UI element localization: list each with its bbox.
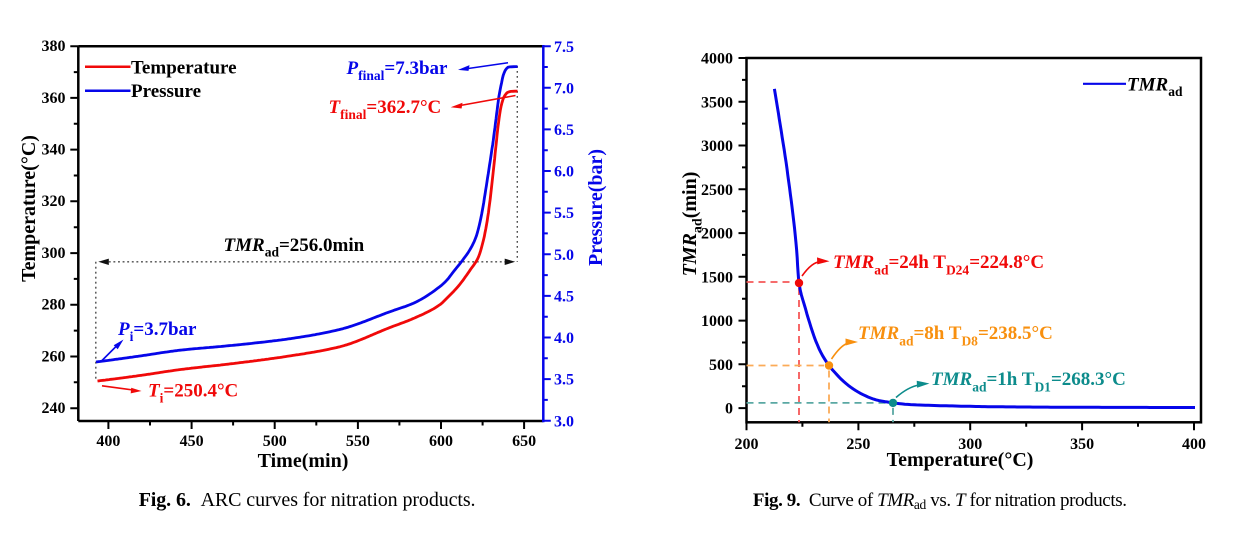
svg-text:3500: 3500: [701, 94, 733, 111]
svg-text:380: 380: [42, 38, 66, 55]
svg-text:2500: 2500: [701, 182, 733, 199]
svg-text:TMRad=256.0min: TMRad=256.0min: [224, 235, 365, 260]
svg-text:300: 300: [42, 245, 66, 262]
svg-text:650: 650: [512, 433, 536, 450]
svg-text:Tfinal=362.7°C: Tfinal=362.7°C: [329, 97, 442, 122]
svg-text:2000: 2000: [701, 226, 733, 243]
svg-text:320: 320: [42, 193, 66, 210]
svg-text:240: 240: [42, 400, 66, 417]
svg-text:Fig. 6. ARC curves for nitrat: Fig. 6. ARC curves for nitration product…: [139, 489, 476, 511]
svg-text:1500: 1500: [701, 269, 733, 286]
svg-text:Pfinal=7.3bar: Pfinal=7.3bar: [346, 58, 449, 83]
svg-text:6.0: 6.0: [554, 164, 574, 181]
svg-text:1000: 1000: [701, 313, 733, 330]
svg-text:400: 400: [1182, 436, 1206, 453]
svg-text:4000: 4000: [701, 51, 733, 68]
svg-text:Pi=3.7bar: Pi=3.7bar: [117, 319, 197, 344]
svg-text:4.0: 4.0: [554, 330, 574, 347]
svg-text:5.5: 5.5: [554, 205, 574, 222]
svg-text:300: 300: [958, 436, 982, 453]
svg-text:Temperature(°C): Temperature(°C): [887, 449, 1034, 471]
svg-text:500: 500: [263, 433, 287, 450]
svg-text:3000: 3000: [701, 138, 733, 155]
svg-text:TMRad=8h TD8=238.5°C: TMRad=8h TD8=238.5°C: [858, 323, 1053, 349]
svg-text:Ti=250.4°C: Ti=250.4°C: [148, 381, 238, 406]
svg-text:7.5: 7.5: [554, 39, 574, 56]
svg-text:Pressure(bar): Pressure(bar): [585, 149, 607, 266]
svg-text:340: 340: [42, 142, 66, 159]
svg-text:Temperature: Temperature: [131, 57, 237, 78]
svg-text:Time(min): Time(min): [258, 450, 349, 472]
svg-text:400: 400: [96, 433, 120, 450]
svg-text:550: 550: [346, 433, 370, 450]
svg-text:0: 0: [725, 401, 733, 418]
svg-text:TMRad: TMRad: [1127, 75, 1183, 100]
svg-text:Fig. 9. Curve of TMRad vs. T: Fig. 9. Curve of TMRad vs. T for nitrati…: [753, 490, 1127, 512]
svg-text:500: 500: [709, 357, 733, 374]
svg-text:600: 600: [429, 433, 453, 450]
svg-text:TMRad=1h TD1=268.3°C: TMRad=1h TD1=268.3°C: [931, 369, 1126, 395]
svg-text:450: 450: [180, 433, 204, 450]
svg-text:250: 250: [846, 436, 870, 453]
svg-text:6.5: 6.5: [554, 122, 574, 139]
svg-text:TMRad(min): TMRad(min): [679, 172, 706, 277]
svg-text:Pressure: Pressure: [131, 81, 201, 102]
svg-text:Temperature(°C): Temperature(°C): [18, 135, 40, 282]
svg-text:200: 200: [735, 436, 759, 453]
svg-text:280: 280: [42, 297, 66, 314]
svg-text:360: 360: [42, 90, 66, 107]
svg-text:3.0: 3.0: [554, 413, 574, 430]
svg-text:5.0: 5.0: [554, 247, 574, 264]
svg-text:350: 350: [1070, 436, 1094, 453]
svg-text:TMRad=24h TD24=224.8°C: TMRad=24h TD24=224.8°C: [833, 252, 1044, 278]
svg-text:260: 260: [42, 348, 66, 365]
svg-text:7.0: 7.0: [554, 80, 574, 97]
svg-text:4.5: 4.5: [554, 289, 574, 306]
svg-text:3.5: 3.5: [554, 372, 574, 389]
